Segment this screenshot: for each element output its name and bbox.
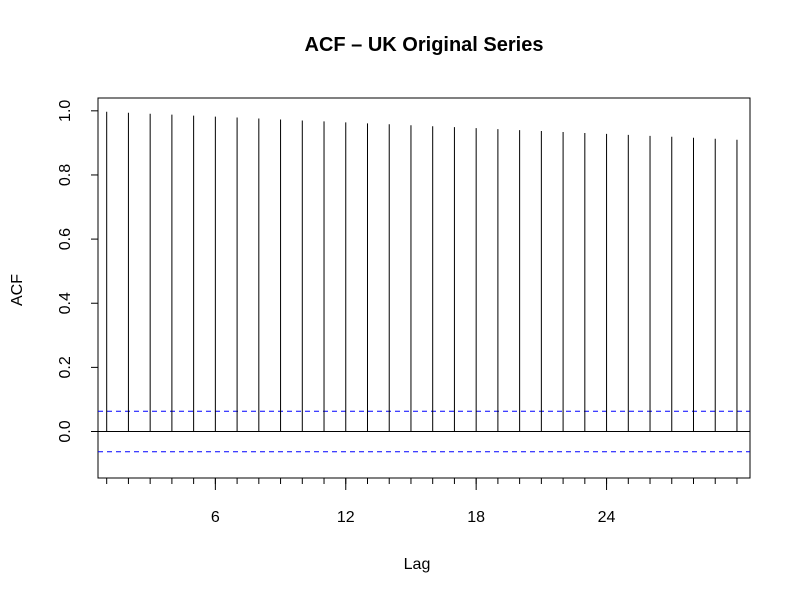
x-axis: 6 12 18 24	[106, 478, 738, 526]
y-tick-label: 0.0	[57, 420, 74, 442]
plot-frame	[97, 97, 751, 479]
x-axis-label: Lag	[404, 556, 431, 573]
y-axis: 0.0 0.2 0.4 0.6 0.8 1.0	[57, 100, 98, 443]
x-tick-label: 12	[337, 509, 355, 526]
x-tick-label: 18	[467, 509, 485, 526]
x-tick-label: 24	[598, 509, 616, 526]
y-tick-label: 0.2	[57, 356, 74, 378]
x-tick-label: 6	[211, 509, 220, 526]
y-tick-label: 0.8	[57, 164, 74, 186]
y-tick-label: 0.4	[57, 292, 74, 314]
plot-marks	[98, 111, 750, 453]
y-axis-label: ACF	[9, 274, 26, 306]
chart-title: ACF – UK Original Series	[305, 34, 544, 56]
y-tick-label: 0.6	[57, 228, 74, 250]
y-tick-label: 1.0	[57, 100, 74, 122]
